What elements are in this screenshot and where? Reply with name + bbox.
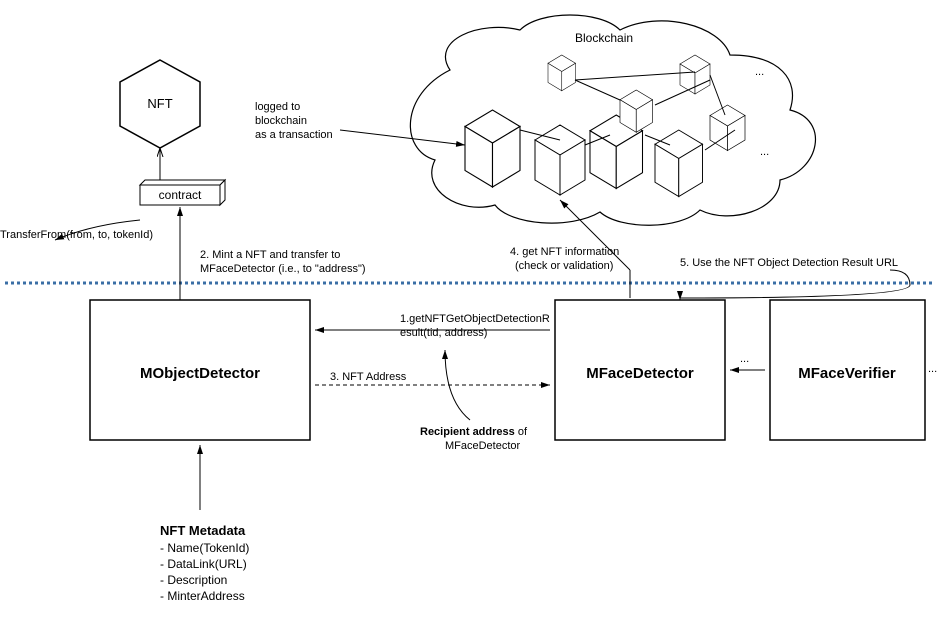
loggedto-l1: logged to	[255, 101, 300, 113]
step4-l1: 4. get NFT information	[510, 246, 619, 258]
step1-l1: 1.getNFTGetObjectDetectionR	[400, 313, 550, 325]
blockchain-label: Blockchain	[575, 31, 633, 45]
cloud-ellipsis-1: ...	[755, 66, 764, 78]
metadata-title: NFT Metadata	[160, 523, 246, 538]
transferfrom-label: TransferFrom(from, to, tokenId)	[0, 229, 153, 241]
metadata-3: - MinterAddress	[160, 589, 245, 603]
recipient-l2: MFaceDetector	[445, 440, 521, 452]
mobjectdetector-label: MObjectDetector	[140, 365, 260, 382]
step5-label: 5. Use the NFT Object Detection Result U…	[680, 257, 898, 269]
cloud-ellipsis-2: ...	[760, 146, 769, 158]
diagram-stage: NFT contract TransferFrom(from, to, toke…	[0, 0, 937, 616]
step2-l2: MFaceDetector (i.e., to "address")	[200, 263, 366, 275]
mfaceverifier-label: MFaceVerifier	[798, 365, 896, 382]
step4-l2: (check or validation)	[515, 260, 613, 272]
mfacedetector-label: MFaceDetector	[586, 365, 694, 382]
step3-label: 3. NFT Address	[330, 371, 407, 383]
step1-l2: esult(tid, address)	[400, 327, 487, 339]
loggedto-l2: blockchain	[255, 115, 307, 127]
edge-step5	[680, 270, 910, 300]
loggedto-l3: as a transaction	[255, 129, 333, 141]
step2-l1: 2. Mint a NFT and transfer to	[200, 249, 340, 261]
ellipsis-between: ...	[740, 353, 749, 365]
metadata-2: - Description	[160, 573, 227, 587]
metadata-0: - Name(TokenId)	[160, 541, 249, 555]
nft-label: NFT	[147, 96, 172, 111]
metadata-1: - DataLink(URL)	[160, 557, 247, 571]
contract-label: contract	[159, 188, 202, 202]
ellipsis-right: ...	[928, 363, 937, 375]
recipient-l1: Recipient address of	[420, 426, 528, 438]
